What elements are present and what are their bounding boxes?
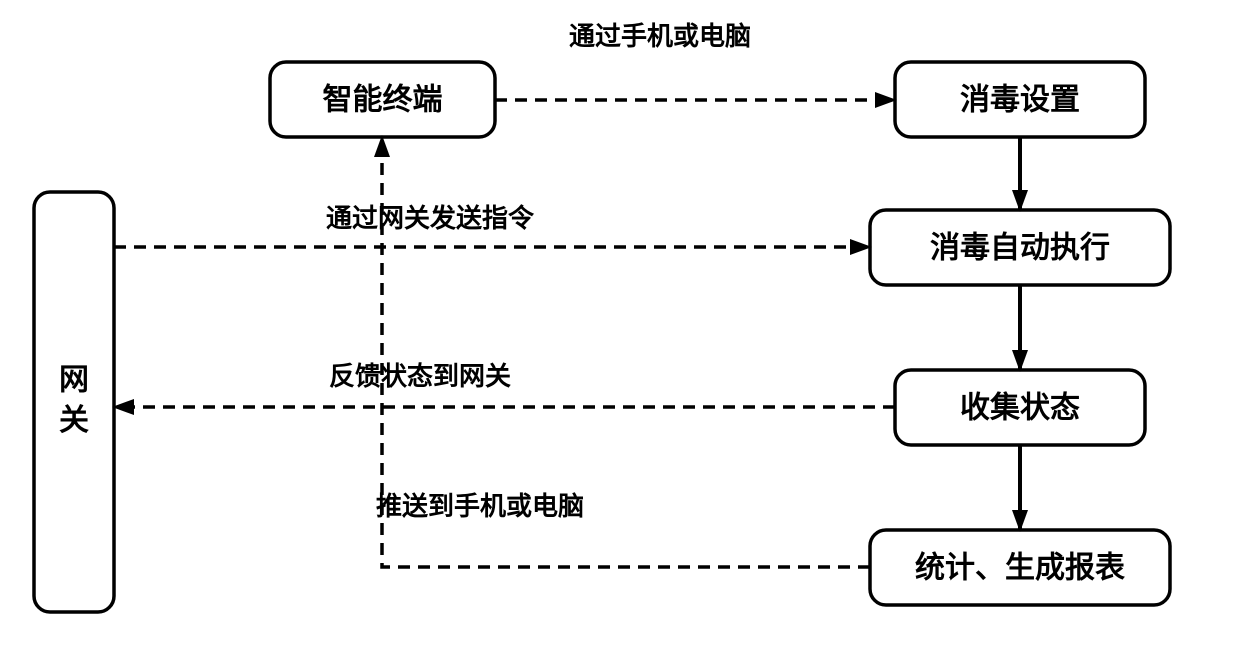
node-label-gateway: 网 <box>59 364 89 397</box>
node-gateway: 网关 <box>34 192 114 612</box>
edge-label-e-collect-gateway: 反馈状态到网关 <box>329 361 511 391</box>
node-label-collect: 收集状态 <box>960 391 1080 424</box>
edge-label-e-gateway-autoexec: 通过网关发送指令 <box>326 203 535 233</box>
node-collect: 收集状态 <box>895 370 1145 445</box>
node-report: 统计、生成报表 <box>870 530 1170 605</box>
node-label-gateway: 关 <box>59 404 89 437</box>
node-label-settings: 消毒设置 <box>960 83 1080 116</box>
node-terminal: 智能终端 <box>270 62 495 137</box>
edge-label-e-report-terminal: 推送到手机或电脑 <box>376 491 584 521</box>
node-label-report: 统计、生成报表 <box>915 550 1125 584</box>
node-label-terminal: 智能终端 <box>323 83 443 116</box>
node-label-autoexec: 消毒自动执行 <box>930 231 1110 264</box>
node-settings: 消毒设置 <box>895 62 1145 137</box>
node-autoexec: 消毒自动执行 <box>870 210 1170 285</box>
edge-label-e-term-settings: 通过手机或电脑 <box>569 21 751 51</box>
